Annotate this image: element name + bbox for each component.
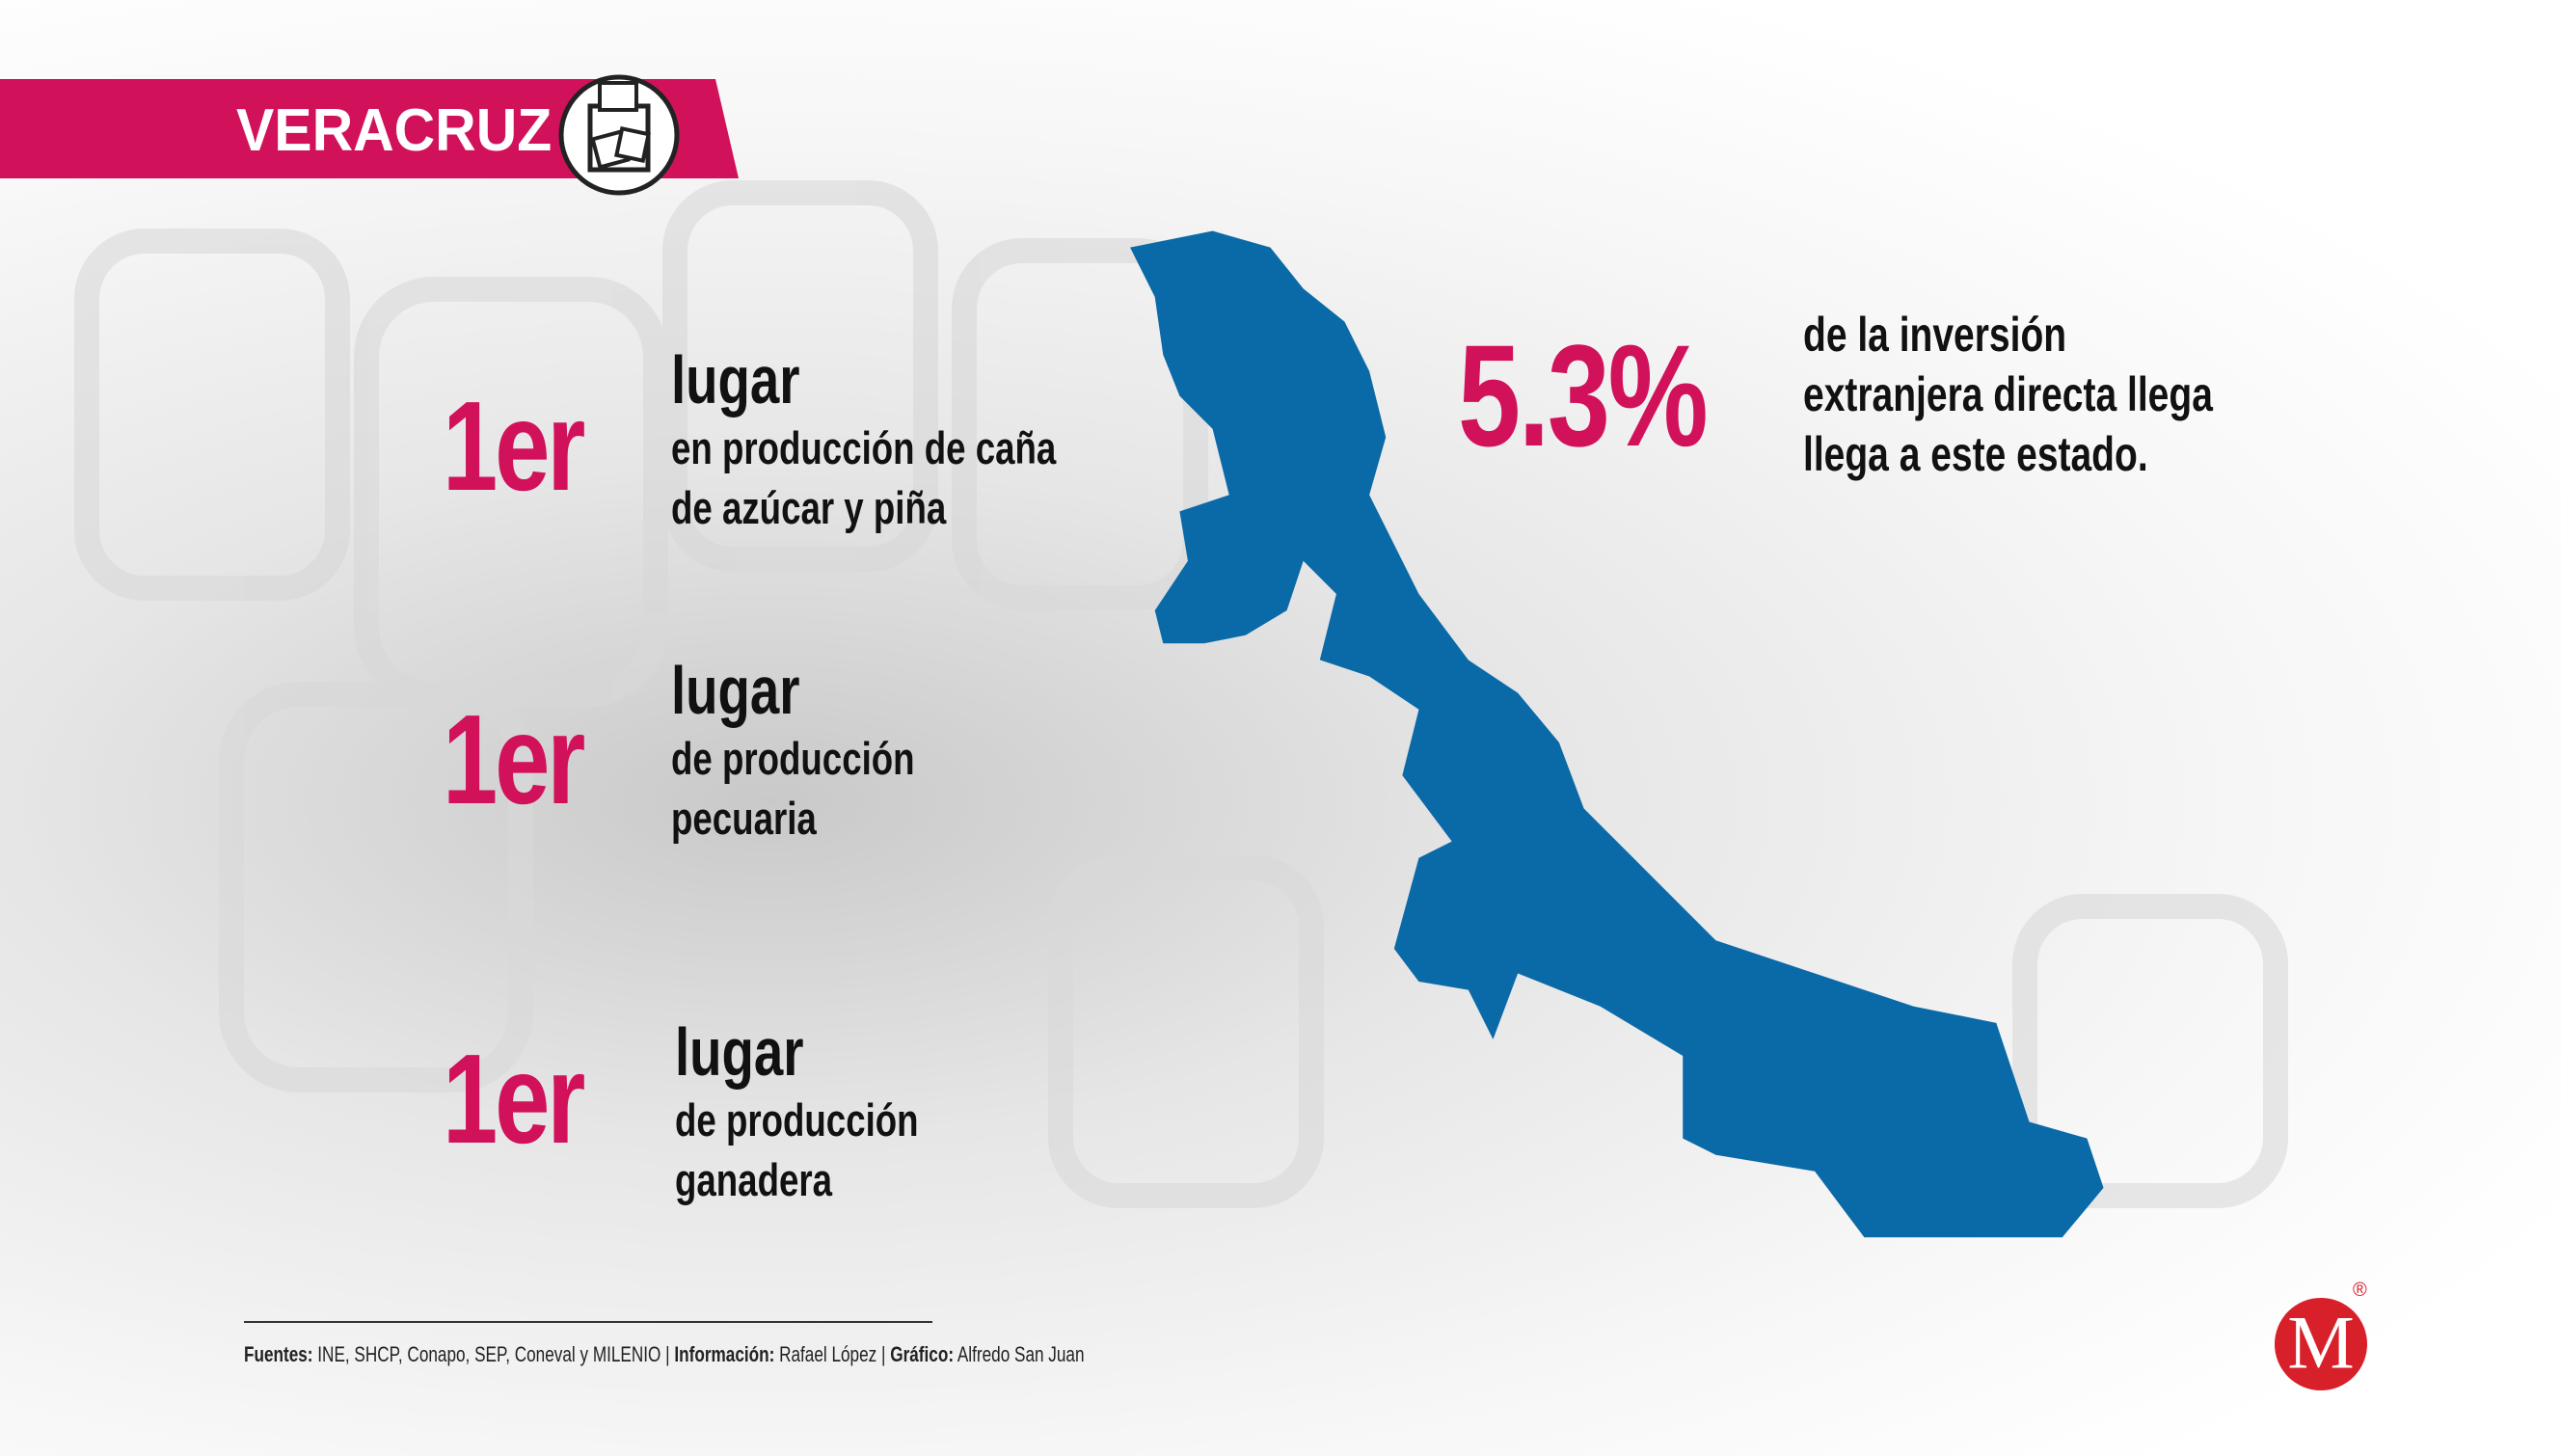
item-title: lugar: [671, 653, 800, 728]
label: Información:: [674, 1342, 775, 1366]
stat-line: de la inversión: [1803, 308, 2067, 362]
footer: Fuentes: INE, SHCP, Conapo, SEP, Coneval…: [244, 1342, 1085, 1367]
item-line: en producción de caña: [671, 422, 1057, 473]
text: Rafael López: [779, 1342, 877, 1366]
map-veracruz: [1130, 230, 2104, 1238]
background-shapes: [74, 180, 2288, 1208]
separator: |: [665, 1342, 670, 1366]
label: Fuentes:: [244, 1342, 313, 1366]
item-line: pecuaria: [671, 793, 817, 844]
item-line: de producción: [675, 1094, 919, 1146]
header-title: VERACRUZ: [236, 97, 553, 164]
logo-mark: ®: [2353, 1280, 2367, 1301]
item-rank: 1er: [443, 375, 585, 517]
text: INE, SHCP, Conapo, SEP, Coneval y MILENI…: [317, 1342, 661, 1366]
item-line: de azúcar y piña: [671, 482, 947, 533]
item-line: de producción: [671, 733, 915, 784]
stat-value: 5.3%: [1458, 314, 1709, 476]
icon-box: [598, 81, 638, 112]
item-rank: 1er: [443, 1028, 585, 1170]
text: Alfredo San Juan: [957, 1342, 1085, 1366]
item-line: ganadera: [675, 1154, 833, 1205]
stat-line: llega a este estado.: [1803, 427, 2148, 481]
item-rank: 1er: [443, 688, 585, 830]
stat-line: extranjera directa llega: [1803, 367, 2213, 421]
item-title: lugar: [671, 342, 800, 418]
label: Gráfico:: [890, 1342, 955, 1366]
logo-letter: M: [2287, 1300, 2355, 1385]
logo-circle: [2275, 1298, 2367, 1390]
item-title: lugar: [675, 1014, 804, 1090]
icon-box: [614, 126, 651, 163]
header-band: [0, 79, 739, 178]
separator: |: [881, 1342, 886, 1366]
